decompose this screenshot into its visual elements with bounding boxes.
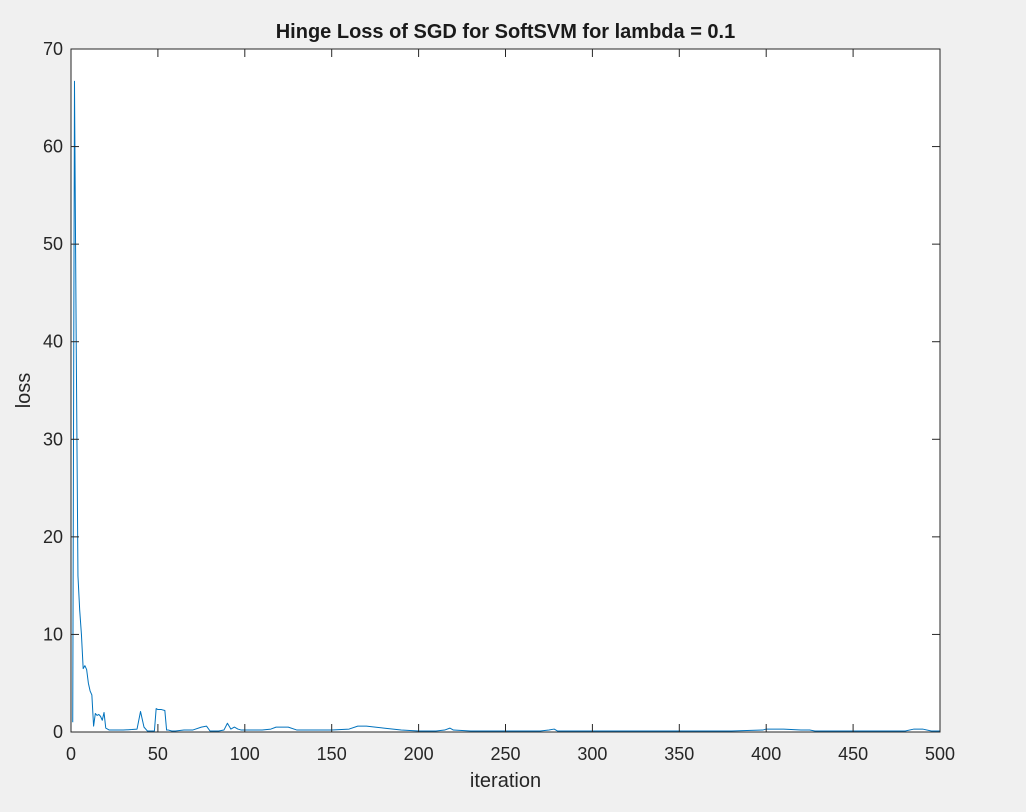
y-tick-label: 10 bbox=[43, 624, 63, 644]
x-tick-label: 300 bbox=[577, 744, 607, 764]
y-tick-label: 0 bbox=[53, 722, 63, 742]
x-tick-label: 250 bbox=[490, 744, 520, 764]
x-tick-label: 200 bbox=[404, 744, 434, 764]
chart-title: Hinge Loss of SGD for SoftSVM for lambda… bbox=[276, 21, 736, 43]
y-tick-label: 60 bbox=[43, 137, 63, 157]
x-tick-label: 500 bbox=[925, 744, 955, 764]
x-tick-label: 400 bbox=[751, 744, 781, 764]
x-tick-label: 0 bbox=[66, 744, 76, 764]
series-layer bbox=[72, 80, 940, 732]
y-tick-label: 30 bbox=[43, 429, 63, 449]
x-tick-label: 450 bbox=[838, 744, 868, 764]
x-axis-label: iteration bbox=[470, 770, 541, 792]
x-tick-label: 150 bbox=[317, 744, 347, 764]
x-tick-label: 50 bbox=[148, 744, 168, 764]
y-tick-label: 70 bbox=[43, 39, 63, 59]
y-tick-label: 20 bbox=[43, 527, 63, 547]
ticks-layer: 0 50 100 150 200 250 300 350 400 450 500 0 10 20 30 40 5… bbox=[43, 39, 955, 764]
y-axis-label: loss bbox=[13, 373, 35, 409]
x-tick-label: 350 bbox=[664, 744, 694, 764]
series-line-1 bbox=[72, 80, 940, 732]
y-tick-label: 50 bbox=[43, 234, 63, 254]
y-tick-label: 40 bbox=[43, 332, 63, 352]
plot-area bbox=[71, 49, 940, 732]
x-tick-label: 100 bbox=[230, 744, 260, 764]
